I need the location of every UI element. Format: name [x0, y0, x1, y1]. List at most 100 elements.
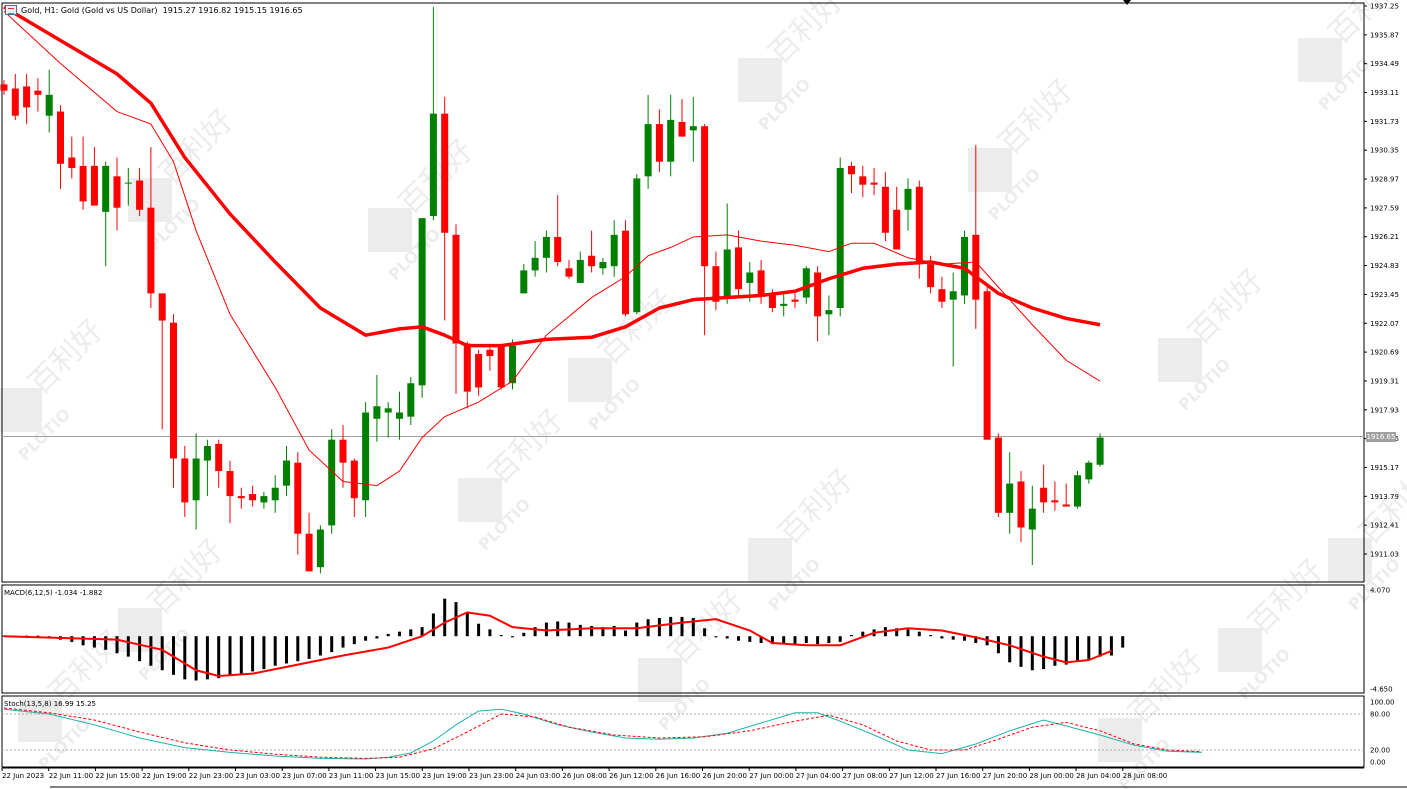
macd-frame: [1, 584, 1365, 694]
macd-bar-69: [782, 636, 786, 645]
candle-body: [11, 88, 19, 116]
candle-23: [260, 491, 268, 509]
candle-72: [814, 266, 822, 342]
candle-17: [192, 433, 200, 530]
ma-fast-line: [3, 10, 1101, 487]
candle-73: [825, 295, 833, 336]
candle-0: [0, 80, 8, 95]
candle-body: [237, 496, 245, 499]
candle-body: [181, 458, 189, 503]
candle-body: [509, 345, 516, 384]
candle-body: [362, 412, 370, 501]
macd-bar-68: [770, 636, 774, 645]
macd-bar-21: [239, 636, 243, 674]
candle-body: [249, 494, 257, 501]
price-tick-9: 1924.83: [1370, 262, 1399, 270]
candle-body: [735, 247, 742, 290]
price-tick-0: 1937.25: [1370, 3, 1399, 11]
candle-body: [147, 207, 155, 294]
time-tick-0: 22 Jun 2023: [2, 772, 44, 780]
macd-bar-92: [1042, 636, 1046, 670]
macd-bar-22: [251, 636, 255, 672]
macd-bar-38: [431, 613, 435, 637]
candle-body: [757, 270, 765, 296]
macd-bar-41: [465, 613, 469, 637]
candle-body: [836, 167, 844, 309]
stoch-frame: [1, 695, 1365, 768]
macd-plot[interactable]: [2, 598, 1125, 681]
price-plot[interactable]: [0, 5, 1365, 574]
macd-bar-7: [81, 636, 85, 646]
watermark-text: 百利好: [762, 0, 850, 72]
candle-89: [1006, 452, 1014, 534]
macd-bar-60: [680, 616, 684, 637]
candle-46: [520, 264, 528, 294]
candle-63: [712, 251, 720, 311]
watermark-logo-diamond: [18, 698, 62, 742]
candle-body: [610, 234, 618, 267]
candle-body: [79, 165, 87, 202]
macd-bar-26: [296, 636, 300, 662]
macd-bar-85: [963, 636, 966, 641]
candle-42: [475, 349, 483, 396]
macd-bar-9: [104, 636, 108, 650]
macd-bar-72: [816, 636, 820, 645]
macd-bar-64: [725, 636, 729, 639]
watermark-logo-diamond: [638, 658, 682, 702]
candle-body: [531, 257, 539, 271]
candle-body: [655, 124, 663, 162]
candle-54: [610, 220, 618, 277]
candle-body: [961, 236, 968, 296]
time-tick-10: 23 Jun 23:00: [469, 772, 513, 780]
price-tick-6: 1928.97: [1370, 176, 1399, 184]
watermark-text: 百利好: [992, 73, 1080, 161]
candle-body: [452, 234, 460, 344]
macd-bar-32: [364, 636, 368, 641]
candle-body: [260, 496, 268, 503]
macd-bar-70: [793, 636, 797, 645]
candle-body: [972, 234, 980, 300]
candle-body: [859, 176, 867, 185]
candle-83: [938, 276, 946, 309]
watermark-logo-diamond: [1328, 538, 1372, 582]
price-tick-1: 1935.87: [1370, 31, 1399, 39]
macd-bar-29: [330, 636, 334, 653]
macd-bar-27: [307, 636, 311, 659]
candle-body: [848, 165, 855, 175]
candle-body: [825, 310, 833, 315]
watermark-logo-diamond: [1158, 338, 1202, 382]
candle-36: [407, 376, 415, 426]
macd-bar-46: [522, 632, 526, 637]
time-tick-24: 28 Jun 08:00: [1123, 772, 1167, 780]
candle-86: [972, 144, 980, 329]
macd-bar-62: [703, 628, 707, 637]
time-tick-7: 23 Jun 11:00: [329, 772, 373, 780]
candle-32: [362, 402, 370, 518]
candle-35: [396, 391, 403, 440]
time-tick-5: 23 Jun 03:00: [236, 772, 280, 780]
chart-menu-icon[interactable]: [5, 5, 17, 15]
price-tick-8: 1926.21: [1370, 233, 1399, 241]
watermark-text: 百利好: [482, 403, 570, 491]
price-tick-12: 1920.69: [1370, 349, 1399, 357]
macd-bar-52: [590, 625, 594, 637]
stochastic-plot[interactable]: [2, 707, 1364, 760]
macd-bar-13: [149, 636, 153, 666]
macd-bar-81: [917, 631, 921, 637]
candle-body: [328, 439, 336, 526]
candle-37: [418, 218, 426, 398]
candle-body: [226, 471, 234, 497]
candle-body: [396, 412, 403, 419]
candle-body: [1074, 475, 1081, 507]
macd-bar-49: [556, 621, 560, 637]
macd-bar-28: [318, 636, 322, 656]
candle-22: [249, 485, 257, 507]
price-tick-4: 1931.73: [1370, 118, 1399, 126]
candle-19: [215, 439, 223, 488]
candle-92: [1040, 464, 1048, 513]
price-tick-2: 1934.49: [1370, 60, 1399, 68]
